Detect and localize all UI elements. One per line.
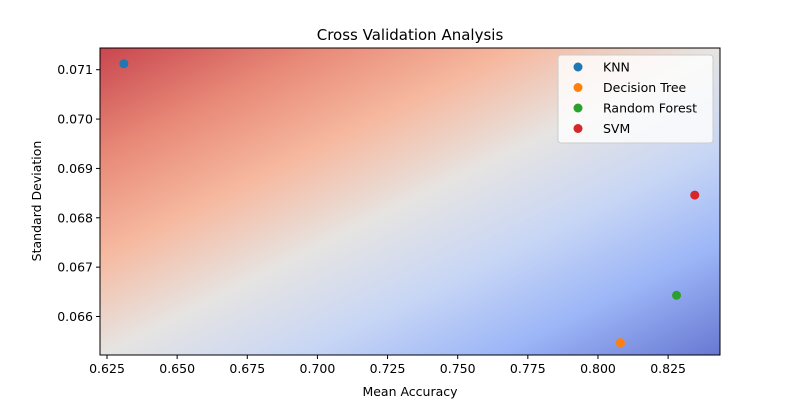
data-points xyxy=(119,59,700,348)
y-axis-label: Standard Deviation xyxy=(29,141,44,262)
y-tick-label: 0.071 xyxy=(57,62,93,77)
legend-marker xyxy=(573,103,583,113)
x-tick-label: 0.700 xyxy=(300,361,336,376)
legend-marker xyxy=(573,83,583,92)
x-tick-label: 0.650 xyxy=(159,361,195,376)
legend-label: Random Forest xyxy=(603,101,697,116)
y-tick-label: 0.066 xyxy=(57,309,93,324)
x-tick-label: 0.825 xyxy=(650,361,686,376)
legend-label: Decision Tree xyxy=(603,80,687,95)
plot-frame xyxy=(99,47,721,356)
x-tick-label: 0.800 xyxy=(580,361,616,376)
chart-title: Cross Validation Analysis xyxy=(317,26,504,44)
x-tick-label: 0.725 xyxy=(370,361,406,376)
legend-label: KNN xyxy=(603,60,630,75)
data-point-svm xyxy=(690,190,700,200)
x-axis-label: Mean Accuracy xyxy=(362,384,458,399)
x-tick-label: 0.775 xyxy=(510,361,546,376)
x-tick-label: 0.625 xyxy=(89,361,125,376)
y-tick-label: 0.070 xyxy=(57,112,93,127)
x-tick-label: 0.750 xyxy=(440,361,476,376)
legend-marker xyxy=(573,62,583,72)
legend-marker xyxy=(573,124,583,133)
axis-ticks: 0.625 0.650 0.675 0.700 0.725 0.750 0.775 0.800… xyxy=(57,62,686,376)
x-tick-label: 0.675 xyxy=(229,361,265,376)
legend-box xyxy=(557,54,714,144)
data-point-knn xyxy=(119,59,129,69)
data-point-random-forest xyxy=(672,290,682,300)
y-tick-label: 0.069 xyxy=(57,161,93,176)
y-tick-label: 0.067 xyxy=(57,260,93,275)
data-point-decision-tree xyxy=(615,338,625,348)
legend: KNN Decision Tree Random Forest SVM xyxy=(557,54,714,144)
y-tick-label: 0.068 xyxy=(57,210,93,225)
legend-label: SVM xyxy=(603,121,630,136)
